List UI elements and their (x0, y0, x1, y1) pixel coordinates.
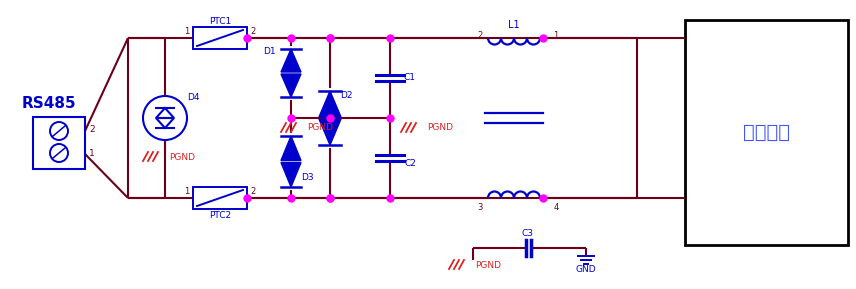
Polygon shape (319, 91, 341, 117)
Text: 2: 2 (478, 31, 483, 40)
Text: L1: L1 (508, 20, 520, 30)
Bar (193, 187, 247, 209)
Circle shape (276, 58, 306, 88)
Text: 1: 1 (184, 27, 190, 36)
Text: GND: GND (576, 266, 597, 275)
Bar (193, 27, 247, 49)
Text: PTC1: PTC1 (209, 16, 231, 25)
Text: D4: D4 (187, 94, 199, 103)
Polygon shape (281, 136, 301, 160)
Text: C2: C2 (404, 158, 416, 168)
Text: PGND: PGND (475, 260, 501, 270)
Text: 2: 2 (250, 186, 256, 195)
Polygon shape (281, 74, 301, 97)
Text: PTC2: PTC2 (209, 212, 231, 221)
Text: 2: 2 (250, 27, 256, 36)
Text: D2: D2 (340, 92, 353, 101)
Text: D1: D1 (263, 47, 276, 55)
Bar (685, 20, 848, 245)
Text: C1: C1 (404, 73, 416, 82)
Bar (33, 117, 85, 169)
Text: PGND: PGND (169, 153, 195, 162)
Text: PGND: PGND (307, 123, 333, 132)
Polygon shape (281, 162, 301, 187)
Text: D3: D3 (300, 173, 313, 182)
Text: C3: C3 (522, 229, 534, 238)
Text: 2: 2 (89, 125, 95, 134)
Polygon shape (319, 119, 341, 145)
Text: 后级电路: 后级电路 (743, 123, 790, 142)
Polygon shape (281, 49, 301, 72)
Text: PGND: PGND (427, 123, 453, 132)
Text: 3: 3 (478, 203, 483, 212)
Text: 1: 1 (184, 186, 190, 195)
Text: 1: 1 (89, 149, 95, 158)
Text: 1: 1 (553, 31, 559, 40)
Text: 4: 4 (553, 203, 559, 212)
Text: RS485: RS485 (22, 95, 77, 110)
